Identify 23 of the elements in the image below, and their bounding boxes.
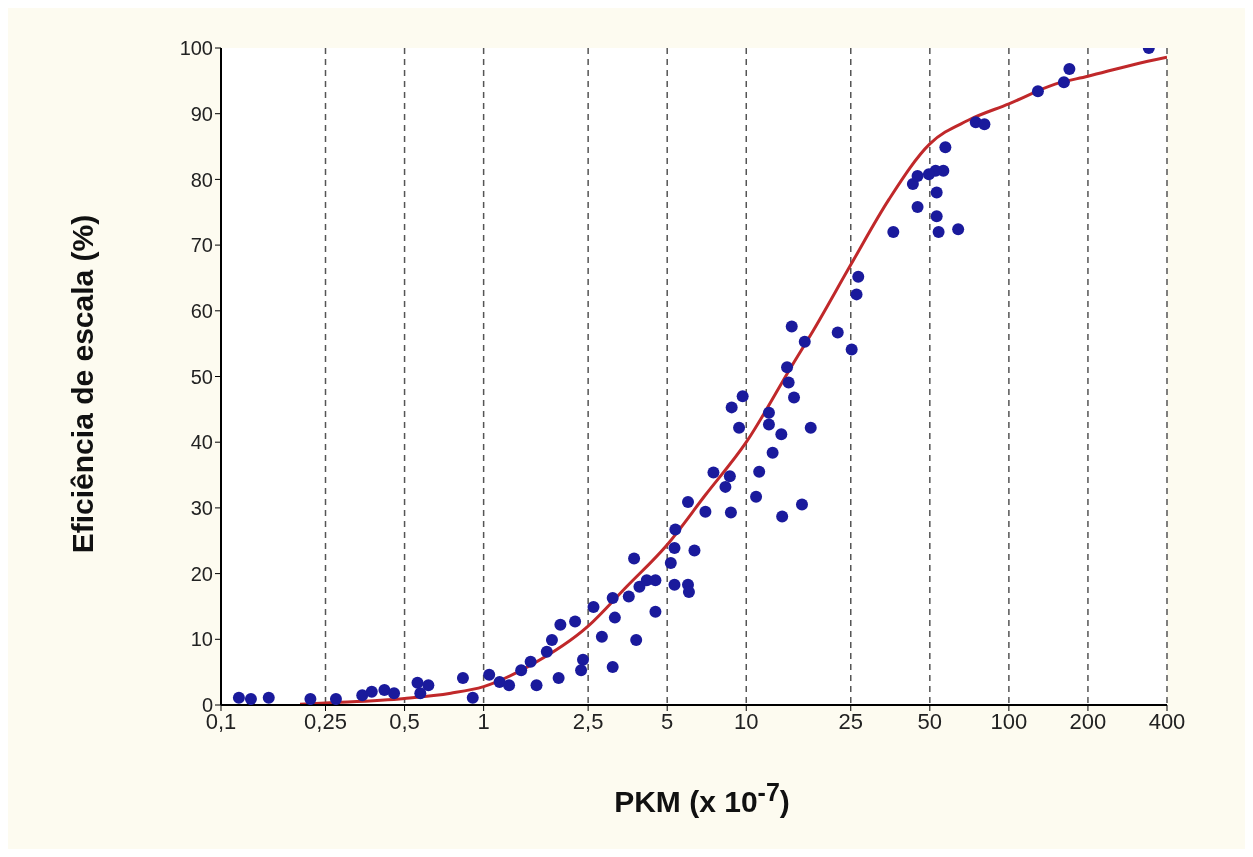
y-tick-label: 100 (179, 37, 213, 60)
x-tick-label: 100 (990, 708, 1028, 734)
x-tick-label: 25 (838, 708, 864, 734)
x-tick-label: 0,25 (304, 708, 347, 734)
x-tick-label: 1 (477, 708, 490, 734)
y-tick-label: 30 (190, 497, 213, 519)
x-tick-label: 0,5 (389, 708, 420, 734)
x-tick-label: 400 (1148, 708, 1186, 734)
x-axis-title: PKM (x 10$^{-7}$) (613, 778, 791, 819)
x-tick-label: 10 (734, 708, 759, 734)
x-tick-label: 5 (661, 708, 674, 734)
y-tick-label: 40 (190, 431, 213, 454)
y-tick-label: 60 (190, 299, 213, 322)
y-tick-label: 90 (190, 102, 213, 125)
x-tick-label: 50 (917, 708, 943, 734)
y-tick-label: 10 (190, 628, 213, 651)
x-tick-label: 2,5 (572, 708, 604, 734)
y-tick-label: 70 (190, 234, 213, 257)
x-tick-label: 200 (1069, 708, 1107, 734)
y-tick-label: 80 (190, 168, 213, 191)
y-tick-label: 20 (190, 562, 213, 585)
y-tick-label: 50 (190, 365, 213, 388)
y-axis-title: Eficiência de escala (%) (66, 214, 100, 554)
